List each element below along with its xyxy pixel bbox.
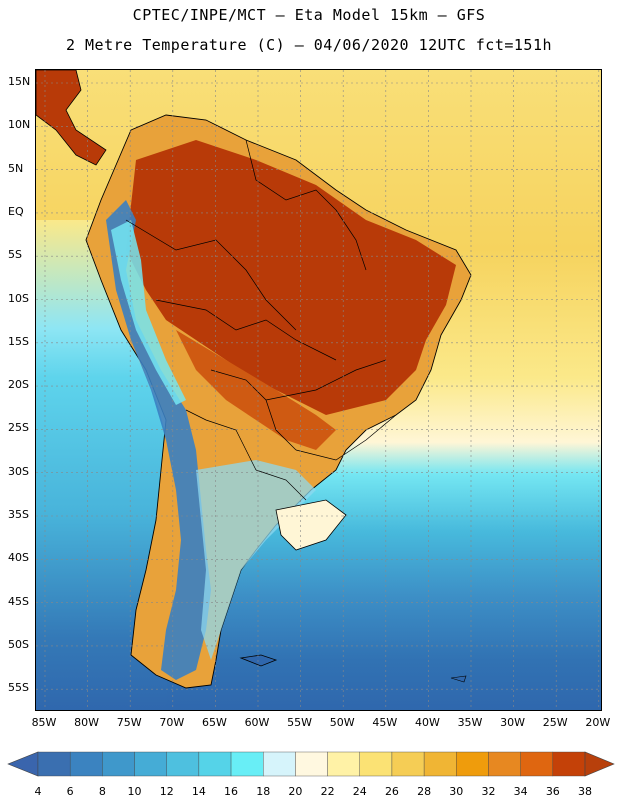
lat-label: 15N [8, 75, 31, 88]
lat-label: 10N [8, 118, 31, 132]
colorbar-tick-label: 24 [352, 785, 367, 798]
andes-cold-strip [106, 200, 211, 680]
lon-label: 55W [287, 716, 313, 729]
colorbar-tick-label: 10 [127, 785, 142, 798]
colorbar-tick-label: 36 [545, 785, 560, 798]
colorbar-segment [423, 751, 457, 777]
lat-label: 30S [8, 464, 29, 478]
colorbar-segment [552, 751, 586, 777]
colorbar-tick-label: 16 [224, 785, 239, 798]
colorbar-tick-label: 8 [98, 785, 106, 798]
lon-label: 85W [31, 716, 57, 729]
lat-label: 45S [8, 594, 29, 608]
south-georgia [450, 675, 467, 683]
lat-label: 35S [8, 508, 29, 521]
lon-label: 60W [244, 716, 270, 729]
colorbar-segment [456, 751, 489, 777]
colorbar-segment [520, 751, 554, 777]
lon-label: 65W [201, 716, 227, 729]
colorbar-tick-label: 38 [578, 785, 592, 798]
lat-label: 5S [8, 248, 22, 262]
lon-label: 30W [500, 716, 526, 729]
colorbar-segment [134, 751, 167, 777]
colorbar-tick-label: 32 [481, 785, 496, 798]
colorbar-tick-label: 4 [34, 785, 42, 798]
lon-label: 35W [457, 716, 483, 729]
lat-label: 5N [8, 161, 24, 175]
chart-title-line2: 2 Metre Temperature (C) – 04/06/2020 12U… [65, 36, 553, 54]
colorbar-tick-label: 20 [288, 785, 303, 798]
colorbar-tick-label: 6 [66, 785, 74, 798]
colorbar-tick-label: 14 [191, 785, 206, 798]
lat-lon-grid [36, 70, 601, 710]
uruguay-region [275, 499, 347, 551]
colorbar-segment [295, 751, 328, 777]
colorbar-tick-label: 22 [320, 785, 335, 798]
falkland-islands [239, 654, 278, 667]
lon-label: 50W [329, 716, 355, 729]
colorbar-high-arrow [584, 751, 615, 777]
colorbar-tick-label: 34 [513, 785, 528, 798]
colorbar-tick-label: 28 [417, 785, 432, 798]
lon-label: 40W [414, 716, 440, 729]
andes-cool-strip [111, 220, 186, 405]
colorbar-segment [69, 751, 103, 777]
lat-label: 20S [8, 378, 29, 392]
lat-label: EQ [8, 204, 24, 218]
lon-label: 75W [116, 716, 142, 729]
lat-label: 25S [8, 421, 29, 435]
colorbar-segment [488, 751, 521, 777]
lon-label: 70W [159, 716, 185, 729]
colorbar-segment [359, 751, 393, 777]
colorbar-segment [263, 751, 296, 777]
lon-label: 20W [585, 716, 611, 729]
colorbar-segment [391, 751, 425, 777]
central-america [36, 70, 107, 166]
colorbar-tick-label: 26 [384, 785, 399, 798]
lon-label: 45W [372, 716, 398, 729]
colorbar-tick-label: 12 [159, 785, 174, 798]
colorbar [7, 751, 615, 777]
map-canvas [36, 70, 601, 710]
colorbar-segment [230, 751, 264, 777]
lat-label: 40S [8, 551, 29, 565]
colorbar-low-arrow [7, 751, 39, 777]
colorbar-segment [166, 751, 200, 777]
colorbar-segment [198, 751, 232, 777]
colorbar-segment [37, 751, 71, 777]
lat-label: 50S [8, 637, 29, 651]
temperature-map [35, 69, 602, 711]
amazon-hot-region [126, 140, 456, 415]
lat-label: 55S [8, 681, 29, 695]
country-borders [125, 139, 397, 501]
lon-label: 80W [74, 716, 100, 729]
colorbar-segment [102, 751, 135, 777]
colorbar-segment [327, 751, 360, 777]
lat-label: 10S [8, 291, 29, 305]
lat-label: 15S [8, 334, 29, 348]
colorbar-tick-label: 30 [449, 785, 464, 798]
lon-label: 25W [542, 716, 568, 729]
chart-title-line1: CPTEC/INPE/MCT – Eta Model 15km – GFS [132, 6, 486, 24]
colorbar-tick-label: 18 [256, 785, 271, 798]
